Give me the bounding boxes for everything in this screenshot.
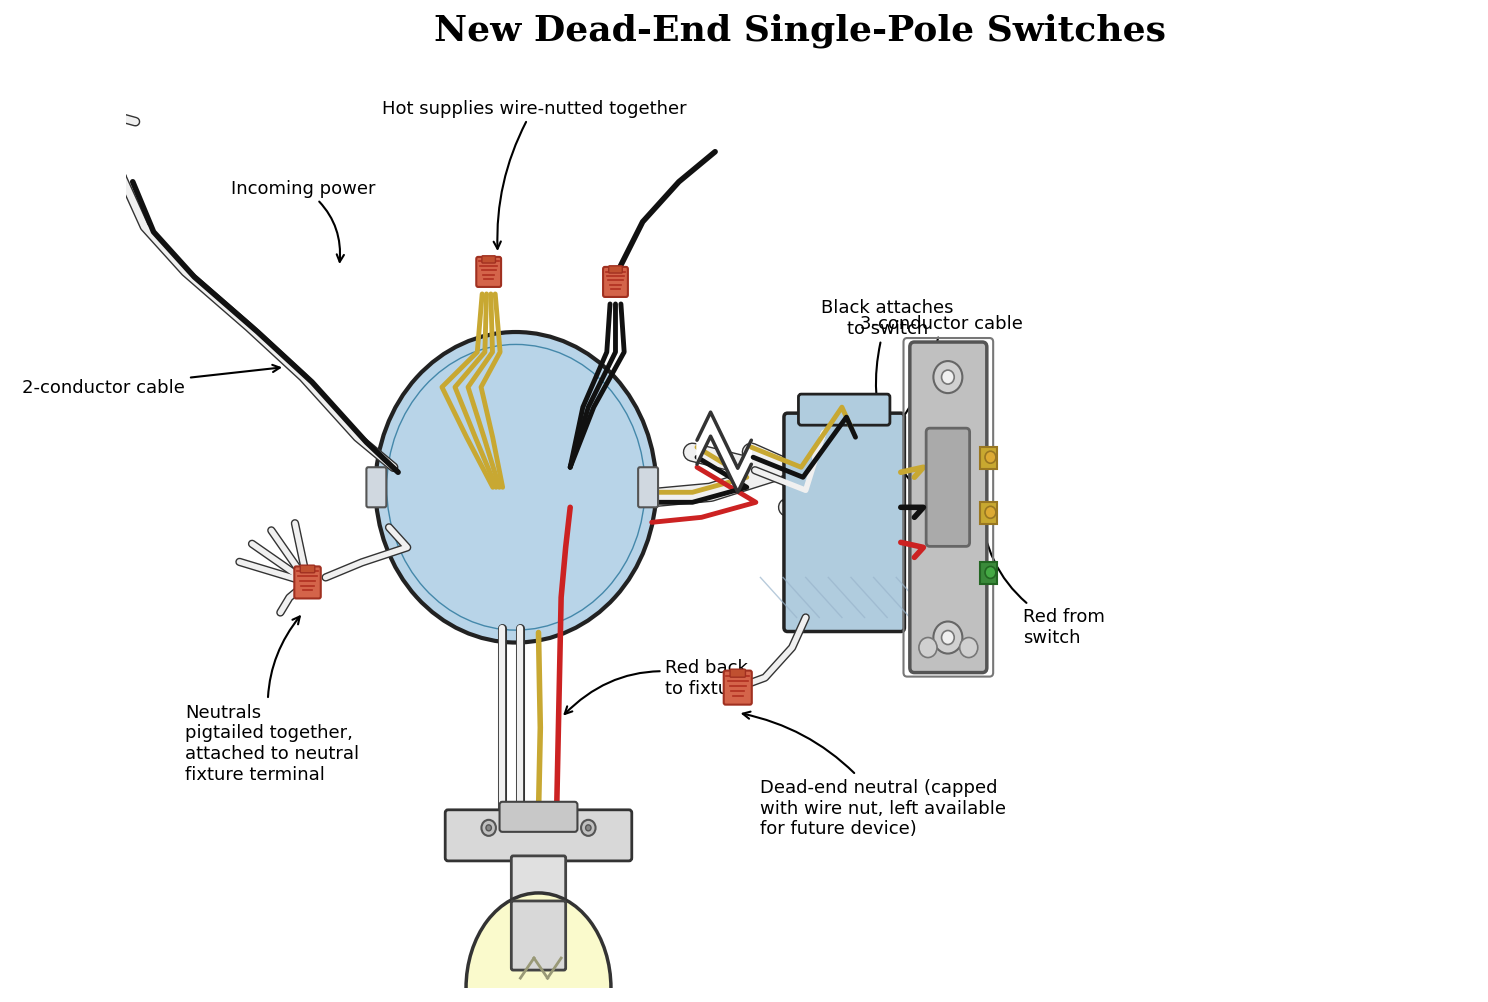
Text: Dead-end neutral (capped
with wire nut, left available
for future device): Dead-end neutral (capped with wire nut, …	[743, 712, 1006, 838]
FancyBboxPatch shape	[603, 268, 628, 298]
FancyBboxPatch shape	[445, 810, 632, 861]
FancyBboxPatch shape	[295, 567, 321, 599]
Circle shape	[375, 333, 656, 643]
FancyBboxPatch shape	[784, 414, 905, 632]
Ellipse shape	[466, 893, 612, 1002]
Bar	[981, 563, 997, 585]
Text: Red back
to fixture: Red back to fixture	[565, 658, 748, 714]
Text: Incoming power: Incoming power	[231, 179, 375, 263]
Circle shape	[933, 362, 963, 394]
FancyBboxPatch shape	[731, 669, 745, 677]
Bar	[981, 503, 997, 525]
FancyBboxPatch shape	[366, 468, 387, 508]
FancyBboxPatch shape	[799, 395, 890, 426]
Title: New Dead-End Single-Pole Switches: New Dead-End Single-Pole Switches	[434, 14, 1167, 48]
Circle shape	[942, 631, 954, 645]
Circle shape	[580, 820, 595, 836]
FancyBboxPatch shape	[609, 267, 622, 274]
Text: Neutrals
pigtailed together,
attached to neutral
fixture terminal: Neutrals pigtailed together, attached to…	[186, 617, 360, 784]
Circle shape	[985, 507, 995, 519]
Circle shape	[920, 638, 937, 658]
Circle shape	[985, 567, 995, 579]
Text: Hot supplies wire-nutted together: Hot supplies wire-nutted together	[381, 99, 686, 249]
Circle shape	[942, 371, 954, 385]
FancyBboxPatch shape	[482, 257, 496, 264]
FancyBboxPatch shape	[512, 856, 565, 910]
Circle shape	[960, 638, 978, 658]
FancyBboxPatch shape	[476, 258, 501, 288]
Circle shape	[487, 825, 491, 831]
Circle shape	[586, 825, 591, 831]
Text: 3-conductor cable: 3-conductor cable	[783, 315, 1022, 503]
Circle shape	[985, 452, 995, 464]
FancyBboxPatch shape	[638, 468, 658, 508]
Polygon shape	[696, 413, 751, 493]
FancyBboxPatch shape	[909, 343, 987, 673]
Text: Black attaches
to switch: Black attaches to switch	[821, 299, 954, 515]
Circle shape	[482, 820, 496, 836]
Bar	[981, 448, 997, 470]
FancyBboxPatch shape	[926, 429, 970, 547]
Text: 2-conductor cable: 2-conductor cable	[22, 366, 280, 397]
FancyBboxPatch shape	[512, 901, 565, 970]
FancyBboxPatch shape	[500, 802, 577, 832]
FancyBboxPatch shape	[723, 671, 751, 705]
FancyBboxPatch shape	[301, 565, 315, 573]
Text: Red from
switch: Red from switch	[978, 508, 1106, 646]
Circle shape	[933, 622, 963, 654]
